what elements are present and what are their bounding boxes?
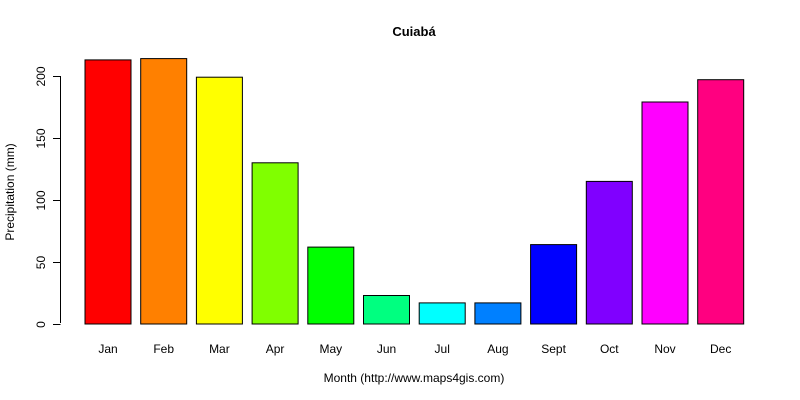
bars-group xyxy=(84,58,745,325)
x-tick-label: Nov xyxy=(654,342,675,356)
bar-apr xyxy=(251,162,299,325)
y-tick-label: 0 xyxy=(34,321,48,328)
chart-title: Cuiabá xyxy=(392,24,436,39)
x-tick-label: May xyxy=(319,342,342,356)
x-tick-label: Sept xyxy=(541,342,566,356)
bar-oct xyxy=(585,180,633,325)
x-tick-label: Aug xyxy=(487,342,508,356)
x-tick-label: Jun xyxy=(377,342,396,356)
y-tick-label: 50 xyxy=(34,256,48,270)
x-tick-label: Apr xyxy=(266,342,285,356)
bar-jun xyxy=(363,295,410,325)
x-tick-label: Jan xyxy=(98,342,117,356)
y-tick-label: 100 xyxy=(34,190,48,210)
x-tick-label: Mar xyxy=(209,342,230,356)
y-axis-title: Precipitation (mm) xyxy=(3,143,17,240)
y-axis-ticks: 0 50 100 150 200 xyxy=(34,66,61,328)
x-axis-title: Month (http://www.maps4gis.com) xyxy=(324,371,505,385)
bar-jul xyxy=(418,302,466,325)
bar-mar xyxy=(195,76,243,325)
x-tick-label: Oct xyxy=(600,342,619,356)
bar-jan xyxy=(84,59,132,325)
y-tick-label: 200 xyxy=(34,66,48,86)
bar-aug xyxy=(474,302,522,325)
y-tick-label: 150 xyxy=(34,128,48,148)
bar-feb xyxy=(140,58,188,325)
bar-nov xyxy=(641,101,689,325)
bar-dec xyxy=(697,79,745,325)
bar-may xyxy=(307,246,355,325)
x-axis-labels: Jan Feb Mar Apr May Jun Jul Aug Sept Oct Nov Dec xyxy=(98,342,731,356)
bar-sept xyxy=(530,244,578,325)
x-tick-label: Dec xyxy=(710,342,731,356)
x-tick-label: Feb xyxy=(153,342,174,356)
x-tick-label: Jul xyxy=(435,342,450,356)
